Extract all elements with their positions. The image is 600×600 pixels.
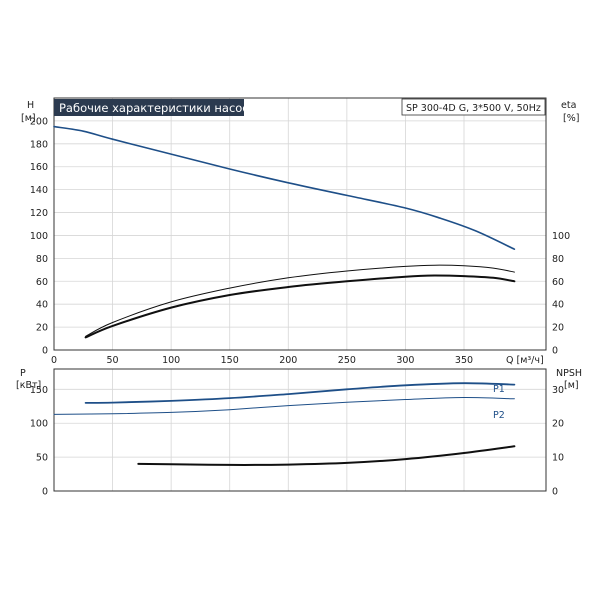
h-tick-label: 80 xyxy=(36,254,48,265)
npsh-axis-unit: [м] xyxy=(564,380,579,391)
p1-series-label: P1 xyxy=(493,384,505,395)
h-tick-label: 160 xyxy=(30,162,48,173)
power-npsh-panel: P [кВт] NPSH [м] 0 50 100 150 0 10 20 30 P1 P2 xyxy=(16,368,582,498)
npsh-axis-ticks: 0 10 20 30 xyxy=(552,385,564,498)
p-axis-unit: [кВт] xyxy=(16,380,41,391)
h-tick-label: 20 xyxy=(36,323,48,334)
model-label: SP 300-4D G, 3*500 V, 50Hz xyxy=(406,103,541,114)
npsh-axis-label: NPSH xyxy=(556,368,582,379)
p-axis-label: P xyxy=(20,368,26,379)
series-eta-upper-line xyxy=(85,264,515,337)
model-label-box xyxy=(401,98,546,116)
q-tick-label: 0 xyxy=(51,355,57,366)
eta-axis-ticks: 0 20 40 60 80 100 xyxy=(552,231,570,357)
eta-tick-label: 80 xyxy=(552,254,564,265)
q-tick-label: 50 xyxy=(107,355,119,366)
p-tick-label: 0 xyxy=(42,487,48,498)
h-axis-unit: [м] xyxy=(21,113,36,124)
top-plot-frame xyxy=(53,97,547,351)
p-tick-label: 150 xyxy=(30,385,48,396)
series-npsh-line xyxy=(137,445,516,466)
h-tick-label: 200 xyxy=(30,116,48,127)
eta-axis-unit: [%] xyxy=(563,113,579,124)
eta-axis-label: eta xyxy=(561,100,576,111)
q-tick-label: 350 xyxy=(455,355,473,366)
eta-tick-label: 0 xyxy=(552,346,558,357)
npsh-tick-label: 20 xyxy=(552,419,564,430)
h-tick-label: 180 xyxy=(30,139,48,150)
bottom-plot-frame xyxy=(53,368,547,492)
h-tick-label: 100 xyxy=(30,231,48,242)
series-eta-lower-line xyxy=(84,274,516,339)
head-efficiency-panel: Рабочие характеристики насоса SP 300-4D … xyxy=(21,97,579,366)
p-axis-ticks: 0 50 100 150 xyxy=(30,385,48,498)
h-tick-label: 60 xyxy=(36,277,48,288)
npsh-tick-label: 30 xyxy=(552,385,564,396)
series-p1-line xyxy=(84,382,516,404)
chart-title-background xyxy=(54,99,244,116)
bottom-series xyxy=(53,382,516,466)
npsh-tick-label: 10 xyxy=(552,453,564,464)
q-axis-unit: Q [м³/ч] xyxy=(506,355,544,366)
q-tick-label: 300 xyxy=(396,355,414,366)
q-axis-ticks: 0 50 100 150 200 250 300 350 xyxy=(51,355,473,366)
top-grid xyxy=(53,98,546,351)
series-h-line xyxy=(53,125,516,250)
h-tick-label: 40 xyxy=(36,300,48,311)
h-tick-label: 120 xyxy=(30,208,48,219)
eta-tick-label: 60 xyxy=(552,277,564,288)
bottom-grid xyxy=(53,369,546,492)
q-tick-label: 100 xyxy=(162,355,180,366)
p2-series-label: P2 xyxy=(493,410,505,421)
h-tick-label: 140 xyxy=(30,185,48,196)
q-tick-label: 200 xyxy=(279,355,297,366)
npsh-tick-label: 0 xyxy=(552,487,558,498)
h-axis-label: H xyxy=(27,100,34,111)
series-p2-line xyxy=(53,396,515,415)
eta-tick-label: 40 xyxy=(552,300,564,311)
eta-tick-label: 100 xyxy=(552,231,570,242)
chart-title: Рабочие характеристики насоса xyxy=(59,101,256,115)
q-tick-label: 150 xyxy=(221,355,239,366)
h-tick-label: 0 xyxy=(42,346,48,357)
p-tick-label: 100 xyxy=(30,419,48,430)
q-tick-label: 250 xyxy=(338,355,356,366)
h-axis-ticks: 0 20 40 60 80 100 120 140 160 180 200 xyxy=(30,116,48,356)
eta-tick-label: 20 xyxy=(552,323,564,334)
p-tick-label: 50 xyxy=(36,453,48,464)
top-series xyxy=(53,125,516,339)
